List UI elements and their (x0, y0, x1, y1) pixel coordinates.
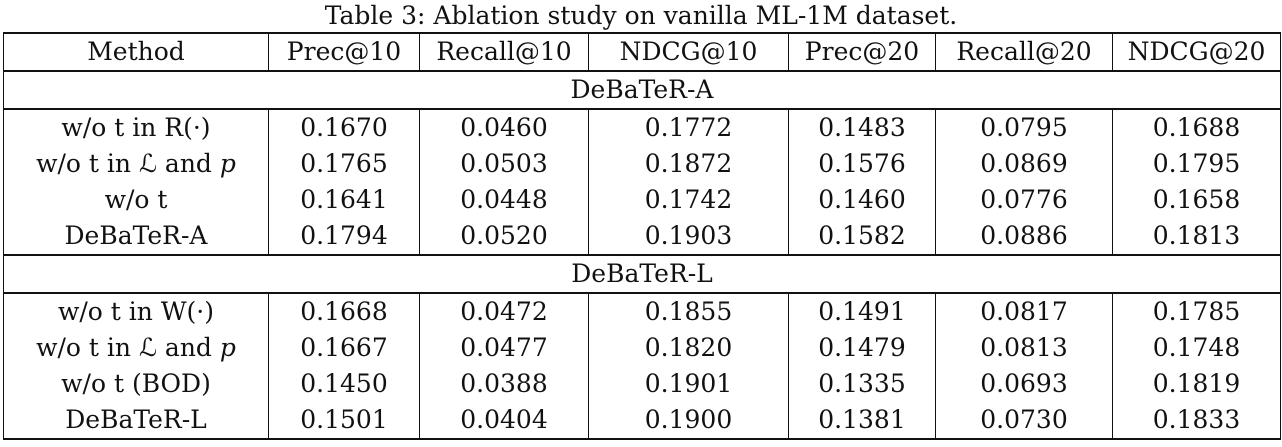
value-cell: 0.1872 (588, 146, 789, 182)
value-cell-best: 0.1833 (1112, 402, 1281, 440)
table-row: DeBaTeR-A 0.1794 0.0520 0.1903 0.1582 0.… (3, 218, 1281, 255)
method-cell: DeBaTeR-A (3, 218, 269, 255)
value-cell: 0.1501 (268, 402, 420, 440)
value-cell: 0.1576 (788, 146, 936, 182)
col-header-ndcg10: NDCG@10 (588, 32, 789, 72)
value-cell: 0.0869 (935, 146, 1113, 182)
col-header-method: Method (3, 32, 269, 72)
value-cell: 0.0472 (419, 293, 589, 330)
value-cell: 0.1479 (788, 330, 936, 366)
value-cell-best: 0.1794 (268, 218, 420, 255)
value-cell: 0.1785 (1112, 293, 1281, 330)
value-cell: 0.1658 (1112, 182, 1281, 218)
method-text: and (156, 333, 220, 362)
value-cell-best: 0.0477 (419, 330, 589, 366)
value-cell-best: 0.1668 (268, 293, 420, 330)
method-cell: w/o t (3, 182, 269, 218)
value-cell-best: 0.1903 (588, 218, 789, 255)
section-title: DeBaTeR-A (3, 71, 1281, 110)
value-cell: 0.1460 (788, 182, 936, 218)
ablation-table: Method Prec@10 Recall@10 NDCG@10 Prec@20… (3, 32, 1281, 440)
loss-symbol: ℒ (138, 149, 157, 178)
value-cell: 0.1855 (588, 293, 789, 330)
value-cell-best: 0.0886 (935, 218, 1113, 255)
value-cell: 0.0388 (419, 366, 589, 402)
value-cell-best: 0.1491 (788, 293, 936, 330)
method-cell: w/o t in ℒ and p (3, 146, 269, 182)
value-cell: 0.0460 (419, 109, 589, 146)
method-text: and (156, 149, 220, 178)
table-row: DeBaTeR-L 0.1501 0.0404 0.1900 0.1381 0.… (3, 402, 1281, 440)
value-cell-best: 0.1582 (788, 218, 936, 255)
loss-symbol: ℒ (138, 333, 157, 362)
value-cell: 0.1688 (1112, 109, 1281, 146)
method-cell: w/o t (BOD) (3, 366, 269, 402)
section-title: DeBaTeR-L (3, 254, 1281, 294)
col-header-prec20: Prec@20 (788, 32, 936, 72)
value-cell-best: 0.1813 (1112, 218, 1281, 255)
method-cell: w/o t in R(·) (3, 109, 269, 146)
value-cell: 0.1765 (268, 146, 420, 182)
header-row: Method Prec@10 Recall@10 NDCG@10 Prec@20… (3, 32, 1281, 72)
value-cell: 0.0503 (419, 146, 589, 182)
table-row: w/o t (BOD) 0.1450 0.0388 0.1901 0.1335 … (3, 366, 1281, 402)
value-cell-best: 0.0817 (935, 293, 1113, 330)
method-text: w/o t in (36, 333, 139, 362)
value-cell: 0.1670 (268, 109, 420, 146)
table-row: w/o t in W(·) 0.1668 0.0472 0.1855 0.149… (3, 293, 1281, 330)
value-cell: 0.0448 (419, 182, 589, 218)
value-cell: 0.1901 (588, 366, 789, 402)
value-cell: 0.1381 (788, 402, 936, 440)
section-row-debater-a: DeBaTeR-A (3, 71, 1281, 110)
method-cell: DeBaTeR-L (3, 402, 269, 440)
value-cell: 0.1335 (788, 366, 936, 402)
method-cell: w/o t in ℒ and p (3, 330, 269, 366)
value-cell: 0.1772 (588, 109, 789, 146)
value-cell: 0.0776 (935, 182, 1113, 218)
col-header-recall10: Recall@10 (419, 32, 589, 72)
col-header-ndcg20: NDCG@20 (1112, 32, 1281, 72)
table-row: w/o t in ℒ and p 0.1765 0.0503 0.1872 0.… (3, 146, 1281, 182)
value-cell-best: 0.1900 (588, 402, 789, 440)
value-cell: 0.1483 (788, 109, 936, 146)
value-cell: 0.1795 (1112, 146, 1281, 182)
table-row: w/o t in ℒ and p 0.1667 0.0477 0.1820 0.… (3, 330, 1281, 366)
p-symbol: p (219, 333, 236, 362)
table-row: w/o t in R(·) 0.1670 0.0460 0.1772 0.148… (3, 109, 1281, 146)
value-cell: 0.0404 (419, 402, 589, 440)
value-cell: 0.1820 (588, 330, 789, 366)
value-cell: 0.0693 (935, 366, 1113, 402)
value-cell: 0.0795 (935, 109, 1113, 146)
section-row-debater-l: DeBaTeR-L (3, 254, 1281, 294)
value-cell: 0.1748 (1112, 330, 1281, 366)
p-symbol: p (219, 149, 236, 178)
value-cell: 0.1742 (588, 182, 789, 218)
col-header-recall20: Recall@20 (935, 32, 1113, 72)
method-cell: w/o t in W(·) (3, 293, 269, 330)
method-text: w/o t in (36, 149, 139, 178)
table-row: w/o t 0.1641 0.0448 0.1742 0.1460 0.0776… (3, 182, 1281, 218)
table-caption: Table 3: Ablation study on vanilla ML-1M… (324, 1, 958, 30)
value-cell: 0.1641 (268, 182, 420, 218)
value-cell: 0.0813 (935, 330, 1113, 366)
value-cell: 0.0730 (935, 402, 1113, 440)
value-cell: 0.1819 (1112, 366, 1281, 402)
col-header-prec10: Prec@10 (268, 32, 420, 72)
value-cell: 0.1667 (268, 330, 420, 366)
value-cell-best: 0.0520 (419, 218, 589, 255)
value-cell: 0.1450 (268, 366, 420, 402)
